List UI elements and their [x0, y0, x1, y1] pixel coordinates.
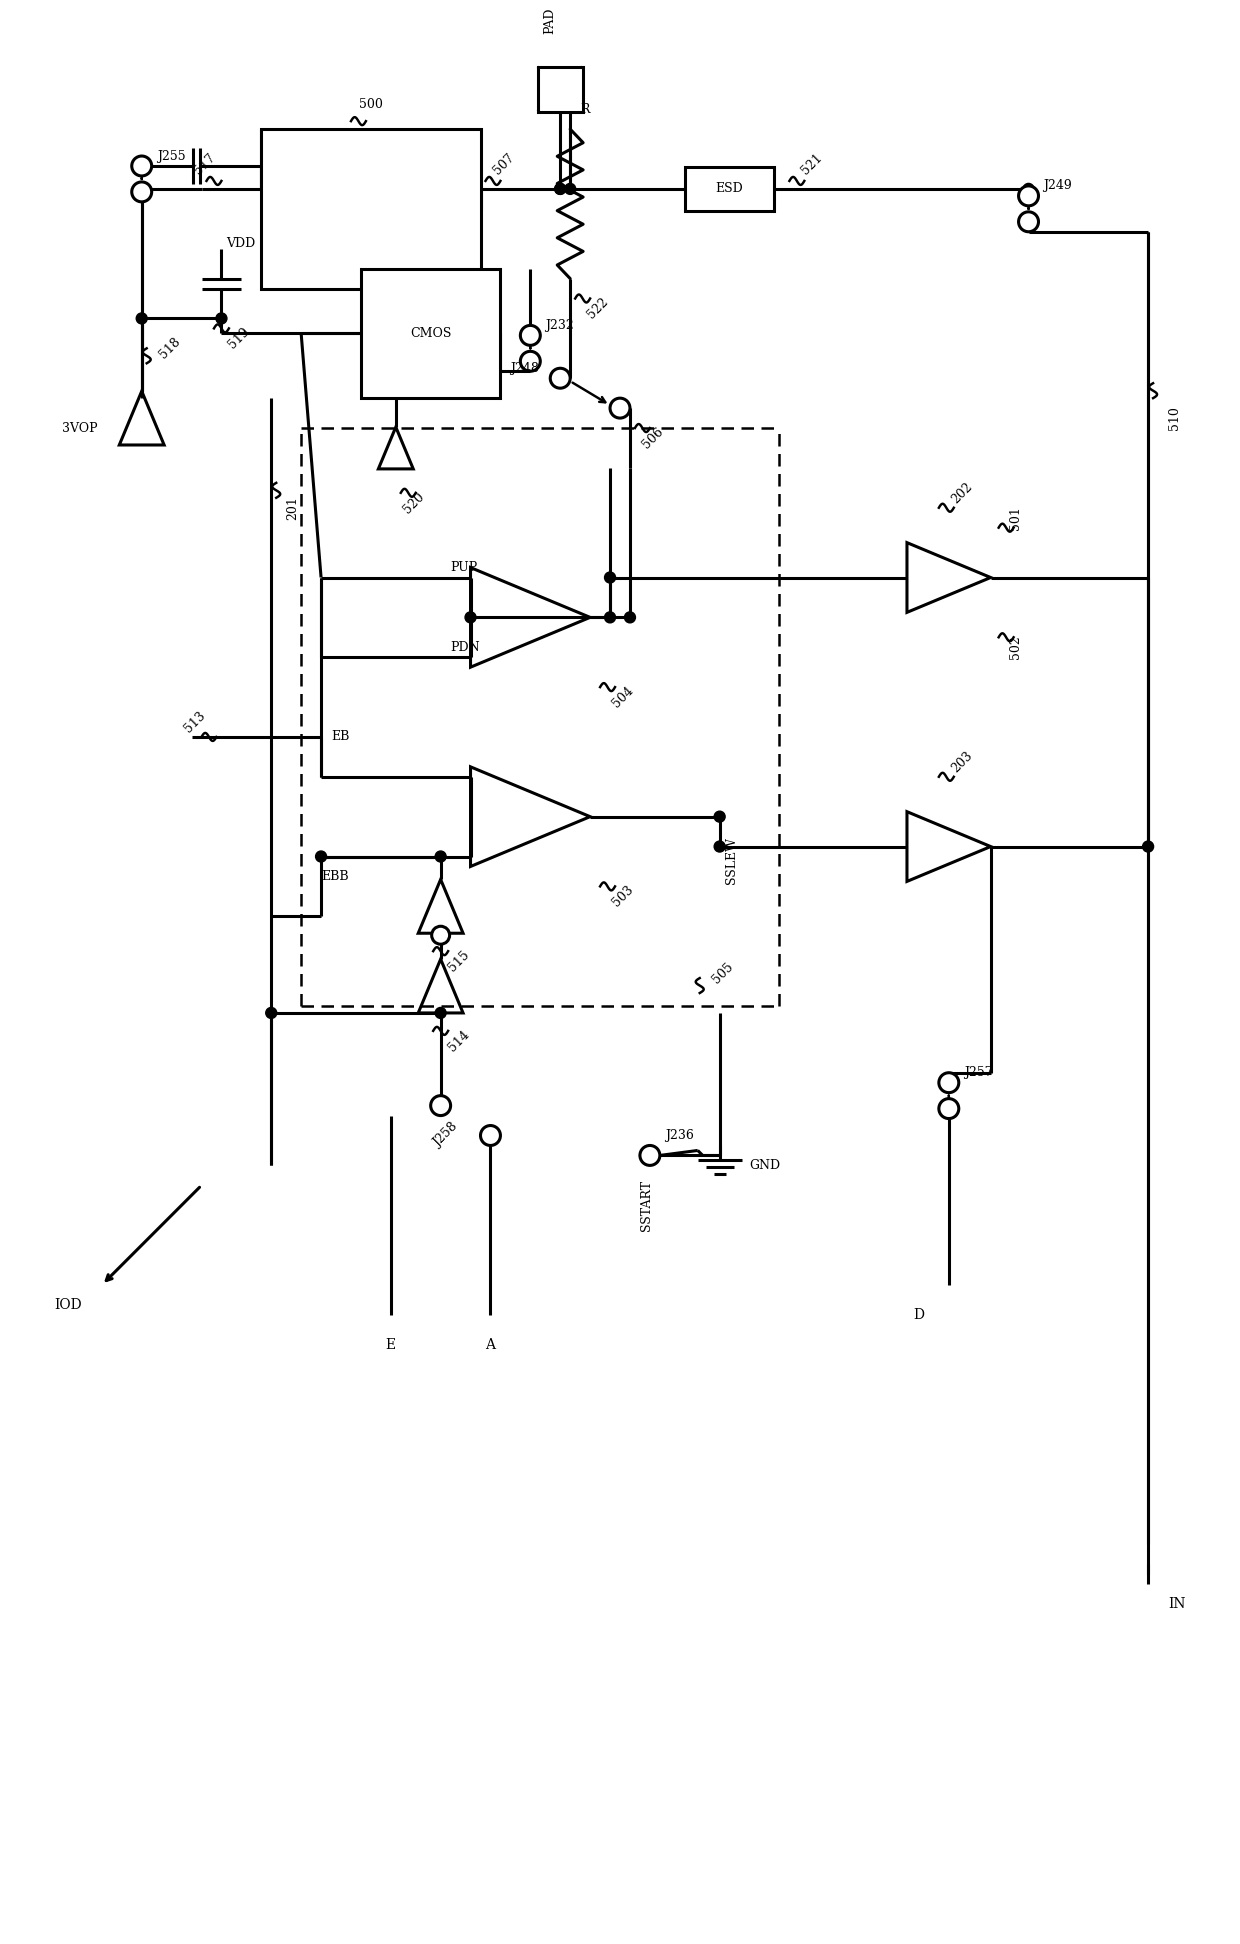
- Text: D: D: [914, 1308, 925, 1322]
- Text: A: A: [486, 1337, 496, 1351]
- Circle shape: [432, 925, 450, 945]
- Bar: [262, 128, 481, 288]
- Circle shape: [605, 572, 615, 583]
- Circle shape: [939, 1073, 959, 1093]
- Text: 514: 514: [445, 1028, 471, 1054]
- Text: J236: J236: [665, 1129, 693, 1141]
- Text: 506: 506: [640, 426, 666, 451]
- Circle shape: [131, 183, 151, 202]
- Circle shape: [1018, 187, 1038, 206]
- Circle shape: [605, 612, 615, 622]
- Text: 510: 510: [1168, 406, 1180, 430]
- Text: PAD: PAD: [544, 8, 557, 35]
- Circle shape: [714, 842, 725, 851]
- Circle shape: [554, 183, 565, 194]
- Bar: [361, 268, 501, 399]
- Text: GND: GND: [749, 1159, 781, 1172]
- Text: R: R: [580, 103, 590, 117]
- Text: 203: 203: [949, 748, 975, 776]
- Text: J232: J232: [546, 319, 574, 332]
- Circle shape: [551, 367, 570, 389]
- Text: IOD: IOD: [55, 1299, 82, 1312]
- Circle shape: [1023, 183, 1034, 194]
- Text: SSTART: SSTART: [640, 1180, 653, 1231]
- Text: 513: 513: [181, 710, 207, 735]
- Text: 519: 519: [227, 325, 253, 352]
- Text: EB: EB: [331, 731, 350, 743]
- Circle shape: [939, 1098, 959, 1118]
- Circle shape: [481, 1126, 501, 1145]
- Bar: [684, 167, 775, 210]
- Text: 502: 502: [1008, 636, 1022, 659]
- Circle shape: [1018, 212, 1038, 231]
- Circle shape: [714, 811, 725, 822]
- Bar: [538, 66, 583, 111]
- Circle shape: [430, 1096, 450, 1116]
- Text: 500: 500: [358, 97, 383, 111]
- Text: 507: 507: [491, 152, 516, 177]
- Circle shape: [265, 1007, 277, 1019]
- Text: J257: J257: [963, 1065, 992, 1079]
- Text: VDD: VDD: [227, 237, 255, 251]
- Text: 505: 505: [709, 960, 735, 986]
- Text: EBB: EBB: [321, 869, 348, 883]
- Text: 201: 201: [286, 496, 299, 519]
- Text: J258: J258: [430, 1122, 460, 1151]
- Text: CMOS: CMOS: [410, 327, 451, 340]
- Circle shape: [1142, 842, 1153, 851]
- Text: ESD: ESD: [715, 183, 744, 196]
- Text: 522: 522: [585, 295, 611, 321]
- Text: 504: 504: [610, 684, 636, 710]
- Text: 521: 521: [800, 152, 826, 177]
- Text: 3VOP: 3VOP: [62, 422, 98, 435]
- Circle shape: [521, 352, 541, 371]
- Text: IN: IN: [1168, 1596, 1185, 1612]
- Text: E: E: [386, 1337, 396, 1351]
- Circle shape: [216, 313, 227, 325]
- Text: PDN: PDN: [450, 642, 480, 653]
- Text: J249: J249: [1044, 179, 1073, 192]
- Text: PUP: PUP: [450, 562, 477, 573]
- Text: 515: 515: [445, 949, 471, 974]
- Text: SSLEW: SSLEW: [724, 836, 738, 885]
- Text: 518: 518: [156, 334, 182, 362]
- Circle shape: [465, 612, 476, 622]
- Circle shape: [610, 399, 630, 418]
- Circle shape: [640, 1145, 660, 1164]
- Text: 501: 501: [1008, 505, 1022, 529]
- Text: 503: 503: [610, 883, 636, 910]
- Circle shape: [554, 183, 565, 194]
- Circle shape: [625, 612, 635, 622]
- Circle shape: [136, 313, 148, 325]
- Circle shape: [131, 156, 151, 177]
- Circle shape: [521, 325, 541, 346]
- Circle shape: [564, 183, 575, 194]
- Text: 202: 202: [949, 480, 975, 505]
- Text: 520: 520: [401, 490, 427, 515]
- Circle shape: [435, 1007, 446, 1019]
- Circle shape: [435, 851, 446, 861]
- Text: J255: J255: [156, 150, 185, 163]
- Text: J248: J248: [511, 362, 539, 375]
- Circle shape: [316, 851, 326, 861]
- Text: 517: 517: [191, 152, 217, 177]
